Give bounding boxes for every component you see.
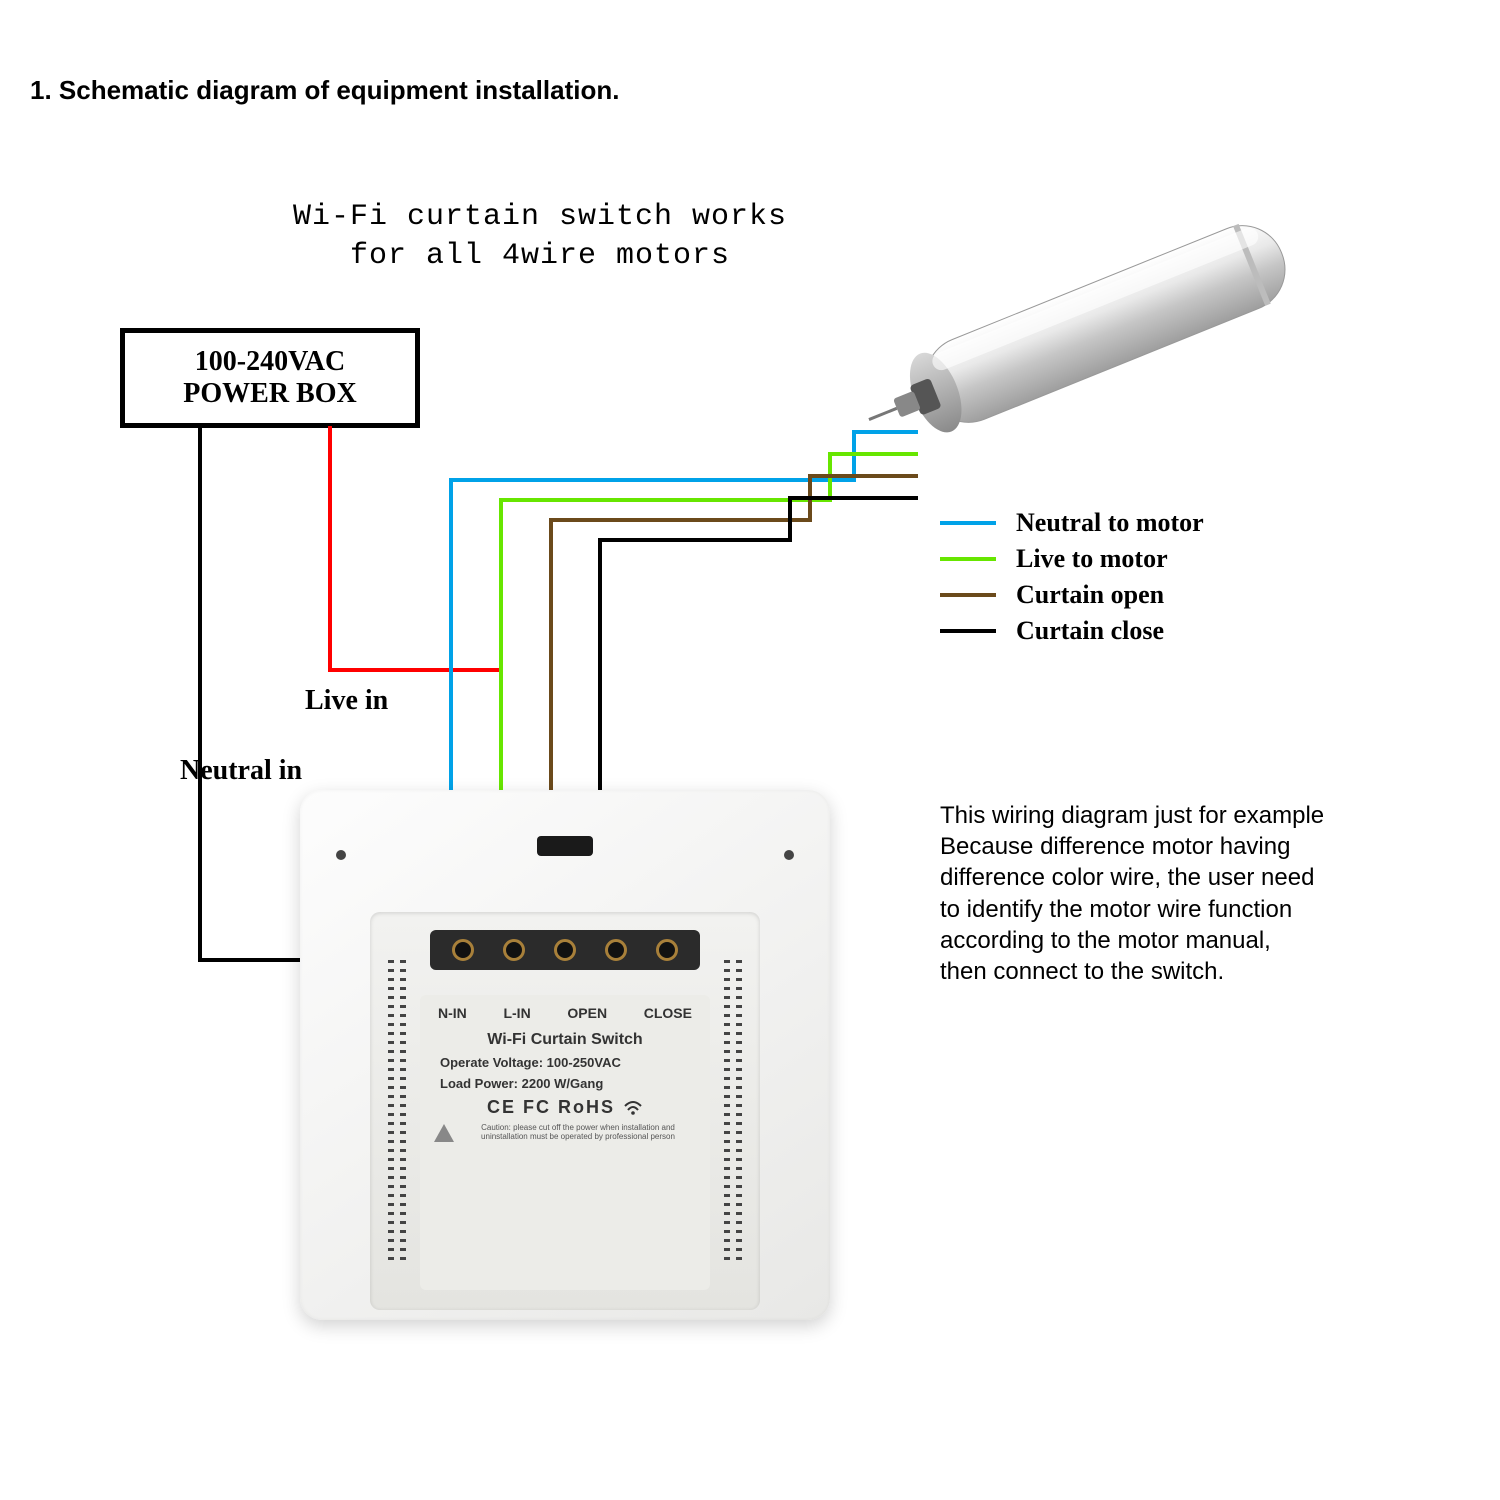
note-p1: This wiring diagram just for example [940, 800, 1330, 831]
vent [388, 960, 394, 1264]
terminal-block [430, 930, 700, 970]
vent [724, 960, 730, 1264]
terminal-name: L-IN [503, 1005, 530, 1021]
note-p3: then connect to the switch. [940, 956, 1330, 987]
terminal-name: N-IN [438, 1005, 467, 1021]
cert-row: CE FC RoHS [434, 1097, 696, 1118]
legend-label: Neutral to motor [1016, 508, 1204, 538]
legend-row: Curtain open [940, 580, 1204, 610]
legend-swatch [940, 521, 996, 525]
terminal-hole [656, 939, 678, 961]
terminal-hole [452, 939, 474, 961]
warning-icon [434, 1124, 454, 1142]
product-name: Wi-Fi Curtain Switch [434, 1031, 696, 1049]
legend-swatch [940, 557, 996, 561]
wifi-icon [623, 1100, 643, 1116]
legend-label: Curtain close [1016, 616, 1164, 646]
terminal-hole [605, 939, 627, 961]
screw [336, 850, 346, 860]
vent [736, 960, 742, 1264]
caution-text: Caution: please cut off the power when i… [460, 1124, 696, 1142]
terminal-names: N-IN L-IN OPEN CLOSE [434, 1005, 696, 1021]
terminal-hole [554, 939, 576, 961]
spec-power: Load Power: 2200 W/Gang [434, 1076, 696, 1091]
legend-row: Curtain close [940, 616, 1204, 646]
terminal-name: CLOSE [644, 1005, 692, 1021]
legend-row: Live to motor [940, 544, 1204, 574]
legend-label: Live to motor [1016, 544, 1168, 574]
spec-voltage: Operate Voltage: 100-250VAC [434, 1055, 696, 1070]
cert-text: CE FC RoHS [487, 1097, 615, 1118]
screw [784, 850, 794, 860]
wire-legend: Neutral to motor Live to motor Curtain o… [940, 508, 1204, 652]
switch-label-plate: N-IN L-IN OPEN CLOSE Wi-Fi Curtain Switc… [420, 995, 710, 1290]
switch-device: N-IN L-IN OPEN CLOSE Wi-Fi Curtain Switc… [300, 790, 830, 1320]
legend-swatch [940, 629, 996, 633]
caution-note: Caution: please cut off the power when i… [434, 1124, 696, 1142]
terminal-hole [503, 939, 525, 961]
legend-swatch [940, 593, 996, 597]
wiring-note: This wiring diagram just for example Bec… [940, 800, 1330, 987]
note-p2: Because difference motor having differen… [940, 831, 1330, 956]
mounting-clip [537, 836, 593, 856]
legend-row: Neutral to motor [940, 508, 1204, 538]
vent [400, 960, 406, 1264]
terminal-name: OPEN [567, 1005, 607, 1021]
legend-label: Curtain open [1016, 580, 1164, 610]
